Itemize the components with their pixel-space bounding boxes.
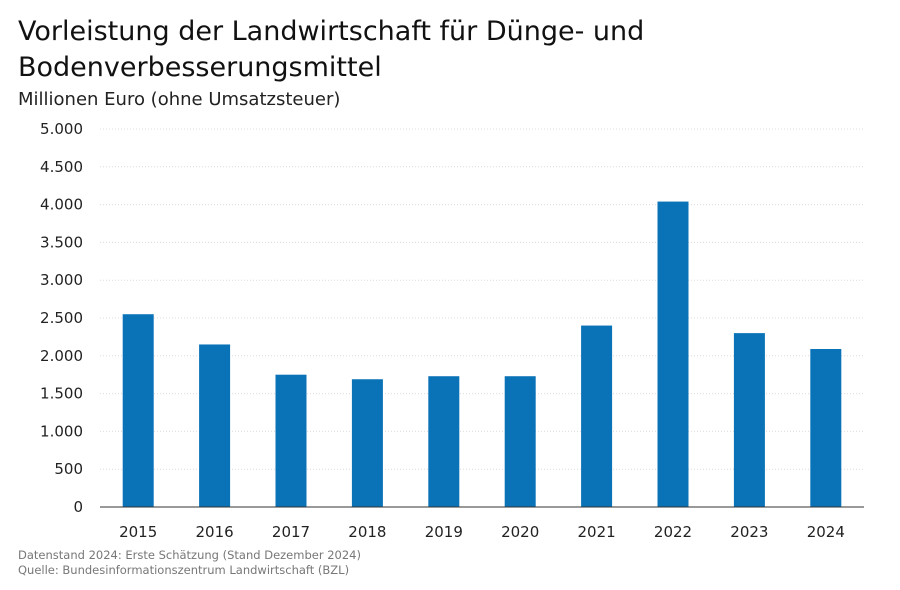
y-tick-label: 2.000 (40, 347, 83, 365)
y-tick-label: 4.500 (40, 158, 83, 176)
y-tick-label: 2.500 (40, 309, 83, 327)
bar (810, 348, 842, 507)
x-tick-label: 2016 (196, 523, 234, 541)
bar (428, 376, 460, 507)
y-tick-label: 4.000 (40, 196, 83, 214)
bar (199, 344, 231, 507)
x-axis-ticks: 2015 2016 2017 2018 2019 2020 2021 2022 2023 2024 (119, 523, 845, 541)
y-tick-label: 500 (54, 460, 83, 478)
bar (733, 333, 765, 507)
footer-source: Quelle: Bundesinformationszentrum Landwi… (18, 563, 350, 577)
x-tick-label: 2018 (348, 523, 386, 541)
x-tick-label: 2023 (730, 523, 768, 541)
bar (122, 314, 154, 507)
y-tick-label: 3.500 (40, 233, 83, 251)
bars (122, 201, 842, 508)
x-tick-label: 2019 (425, 523, 463, 541)
x-tick-label: 2017 (272, 523, 310, 541)
footer-data-status: Datenstand 2024: Erste Schätzung (Stand … (18, 548, 361, 562)
x-tick-label: 2021 (578, 523, 616, 541)
bar (504, 376, 536, 507)
bar (351, 379, 383, 507)
chart-subtitle: Millionen Euro (ohne Umsatzsteuer) (18, 89, 341, 110)
bar (657, 201, 689, 508)
y-tick-label: 5.000 (40, 120, 83, 138)
y-axis-ticks: 0 500 1.000 1.500 2.000 2.500 3.000 3.500 4.000 4… (40, 120, 83, 516)
y-tick-label: 1.000 (40, 422, 83, 440)
y-tick-label: 0 (73, 498, 83, 516)
x-tick-label: 2020 (501, 523, 539, 541)
x-tick-label: 2024 (807, 523, 845, 541)
chart-title: Vorleistung der Landwirtschaft für Dünge… (18, 16, 645, 83)
y-tick-label: 3.000 (40, 271, 83, 289)
x-tick-label: 2015 (119, 523, 157, 541)
bar (275, 374, 307, 507)
bar (581, 325, 613, 507)
footer: Datenstand 2024: Erste Schätzung (Stand … (18, 548, 361, 578)
x-tick-label: 2022 (654, 523, 692, 541)
y-tick-label: 1.500 (40, 385, 83, 403)
